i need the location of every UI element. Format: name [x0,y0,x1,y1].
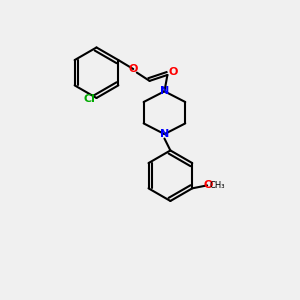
Text: Cl: Cl [83,94,95,104]
Text: O: O [129,64,138,74]
Text: CH₃: CH₃ [210,181,225,190]
Text: N: N [160,86,169,96]
Text: O: O [204,180,213,190]
Text: N: N [160,129,169,139]
Text: O: O [168,67,178,77]
